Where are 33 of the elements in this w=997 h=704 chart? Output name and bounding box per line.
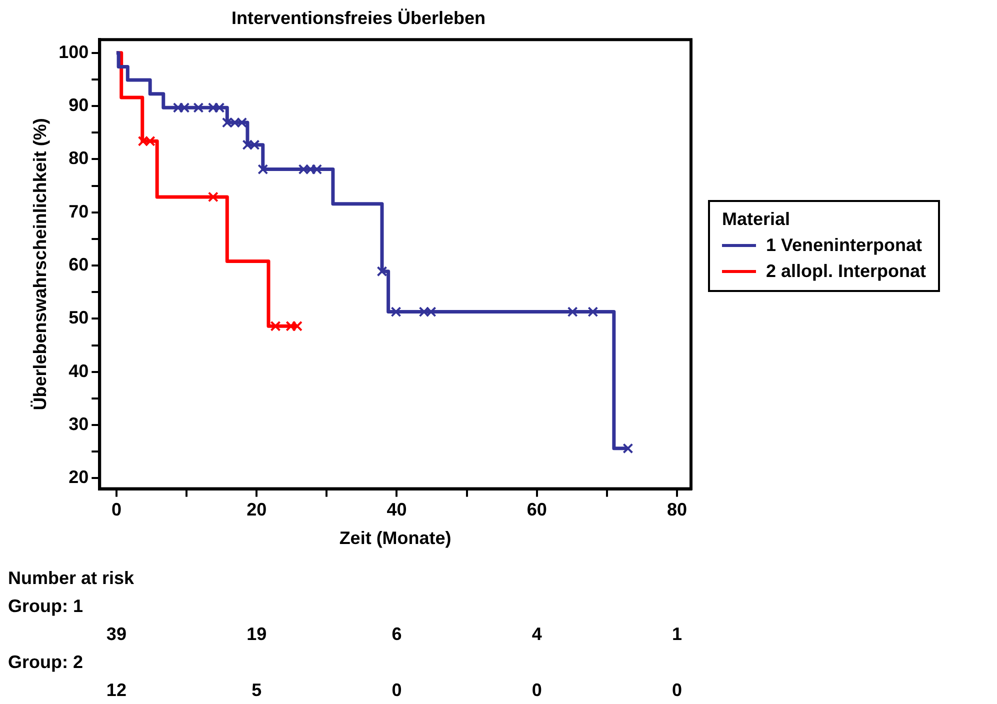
x-tick-label: 80 — [666, 500, 687, 520]
text: 19 — [246, 624, 267, 644]
y-tick-label: 70 — [68, 201, 89, 222]
y-tick-label: 100 — [58, 42, 89, 62]
text: 0 — [672, 680, 682, 700]
text: 39 — [106, 624, 126, 644]
x-tick-label: 20 — [246, 500, 267, 520]
text: 6 — [392, 624, 402, 644]
y-tick-label: 40 — [68, 360, 89, 381]
text: Number at risk — [8, 568, 136, 588]
x-tick-label: 0 — [111, 500, 122, 520]
y-axis-title: Überlebenswahrscheinlichkeit (%) — [30, 118, 50, 410]
text: Group: 1 — [8, 596, 83, 616]
y-tick-label: 60 — [68, 254, 89, 274]
y-tick-label: 90 — [68, 95, 89, 116]
text: 4 — [532, 624, 542, 644]
legend-label: 2 allopl. Interponat — [766, 260, 926, 283]
text: 5 — [252, 680, 262, 700]
y-tick-label: 50 — [68, 308, 89, 328]
y-tick-label: 80 — [68, 148, 89, 168]
x-axis-title: Zeit (Monate) — [339, 528, 452, 548]
text: 1 — [672, 624, 682, 644]
text: Group: 2 — [8, 652, 83, 672]
x-tick-label: 40 — [386, 500, 407, 520]
legend-label: 1 Veneninterponat — [766, 234, 922, 257]
text: 0 — [392, 680, 402, 700]
y-tick-label: 30 — [68, 414, 89, 434]
text: 12 — [106, 680, 126, 700]
chart-title: Interventionsfreies Überleben — [231, 8, 486, 28]
x-tick-label: 60 — [526, 500, 547, 520]
y-tick-label: 20 — [68, 467, 89, 488]
text: 0 — [532, 680, 542, 700]
legend-title: Material — [722, 208, 792, 231]
